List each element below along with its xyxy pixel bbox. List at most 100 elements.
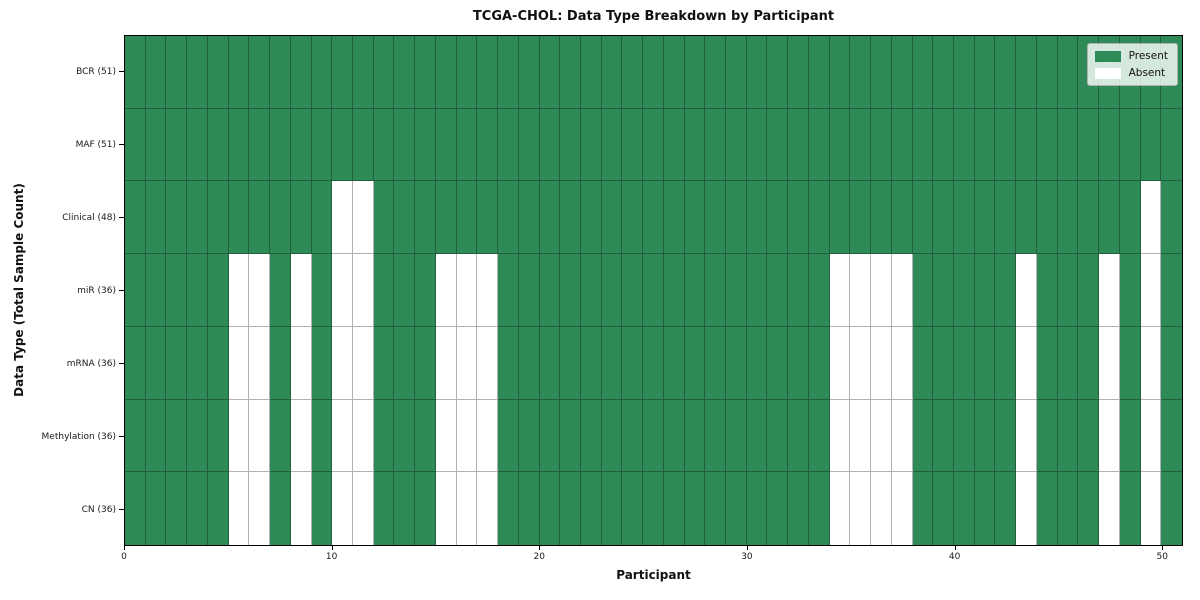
y-tick-mark xyxy=(119,144,124,145)
cell-present xyxy=(850,108,872,182)
cell-present xyxy=(954,181,975,255)
cell-present xyxy=(394,326,416,400)
cell-present xyxy=(601,36,623,109)
cell-present xyxy=(373,254,395,327)
cell-absent xyxy=(871,399,892,473)
cell-present xyxy=(187,326,208,400)
cell-present xyxy=(788,254,809,327)
cell-absent xyxy=(829,326,851,400)
cell-present xyxy=(912,36,934,109)
cell-present xyxy=(850,36,872,109)
cell-present xyxy=(270,108,291,182)
cell-present xyxy=(933,36,955,109)
cell-absent xyxy=(891,326,913,400)
x-tick-mark xyxy=(331,546,333,550)
cell-absent xyxy=(249,472,271,545)
cell-absent xyxy=(1140,472,1162,545)
cell-absent xyxy=(332,472,353,545)
cell-present xyxy=(808,254,830,327)
cell-present xyxy=(829,181,851,255)
cell-absent xyxy=(850,326,872,400)
cell-present xyxy=(539,399,561,473)
cell-present xyxy=(974,181,996,255)
cell-present xyxy=(995,326,1017,400)
x-tick-mark xyxy=(1162,546,1164,550)
x-tick-label: 20 xyxy=(533,552,546,562)
cell-present xyxy=(705,181,727,255)
cell-present xyxy=(394,254,416,327)
cell-present xyxy=(1078,181,1100,255)
cell-present xyxy=(1119,326,1141,400)
cell-present xyxy=(1036,108,1058,182)
cell-present xyxy=(891,36,913,109)
cell-present xyxy=(207,36,229,109)
cell-present xyxy=(974,326,996,400)
cell-absent xyxy=(1016,254,1037,327)
cell-present xyxy=(974,254,996,327)
cell-present xyxy=(477,108,499,182)
cell-present xyxy=(912,399,934,473)
cell-present xyxy=(498,254,519,327)
cell-present xyxy=(788,399,809,473)
cell-absent xyxy=(456,399,478,473)
cell-present xyxy=(850,181,872,255)
y-tick-mark xyxy=(119,71,124,72)
cell-present xyxy=(601,254,623,327)
cell-present xyxy=(622,254,644,327)
cell-present xyxy=(871,108,892,182)
cell-present xyxy=(311,254,333,327)
cell-present xyxy=(518,326,540,400)
cell-present xyxy=(207,399,229,473)
cell-present xyxy=(933,108,955,182)
cell-present xyxy=(1119,472,1141,545)
cell-present xyxy=(207,472,229,545)
cell-present xyxy=(1119,399,1141,473)
cell-present xyxy=(705,472,727,545)
cell-present xyxy=(1161,326,1182,400)
cell-present xyxy=(270,254,291,327)
cell-absent xyxy=(891,399,913,473)
cell-present xyxy=(249,181,271,255)
cell-present xyxy=(373,399,395,473)
cell-present xyxy=(726,36,747,109)
legend-swatch-absent xyxy=(1094,67,1121,79)
legend-item-present: Present xyxy=(1094,50,1168,62)
cell-present xyxy=(539,181,561,255)
x-tick-mark xyxy=(746,546,748,550)
cell-present xyxy=(1161,108,1182,182)
cell-present xyxy=(125,108,146,182)
x-tick-mark xyxy=(954,546,956,550)
cell-present xyxy=(643,254,664,327)
cell-present xyxy=(1057,399,1079,473)
cell-present xyxy=(394,36,416,109)
cell-present xyxy=(622,108,644,182)
cell-present xyxy=(207,254,229,327)
cell-present xyxy=(518,36,540,109)
cell-present xyxy=(705,399,727,473)
cell-absent xyxy=(332,181,353,255)
cell-absent xyxy=(290,472,312,545)
cell-present xyxy=(228,181,250,255)
cell-present xyxy=(746,36,768,109)
cell-present xyxy=(788,472,809,545)
cell-present xyxy=(1140,108,1162,182)
chart-title: TCGA-CHOL: Data Type Breakdown by Partic… xyxy=(472,9,835,24)
cell-present xyxy=(125,472,146,545)
cell-present xyxy=(125,399,146,473)
cell-present xyxy=(995,108,1017,182)
cell-present xyxy=(415,181,436,255)
cell-absent xyxy=(249,399,271,473)
cell-present xyxy=(705,36,727,109)
cell-absent xyxy=(290,399,312,473)
cell-present xyxy=(995,254,1017,327)
cell-present xyxy=(1057,36,1079,109)
cell-absent xyxy=(477,254,499,327)
cell-present xyxy=(1099,108,1120,182)
legend-item-absent: Absent xyxy=(1094,67,1168,79)
cell-present xyxy=(643,399,664,473)
cell-present xyxy=(995,36,1017,109)
cell-present xyxy=(1057,254,1079,327)
cell-present xyxy=(394,399,416,473)
cell-present xyxy=(415,254,436,327)
cell-present xyxy=(954,36,975,109)
